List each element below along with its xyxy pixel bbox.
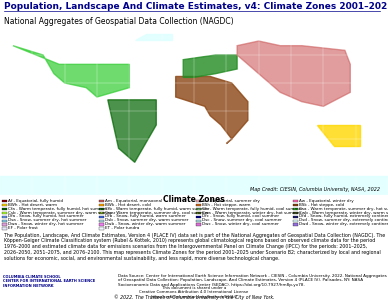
- Bar: [2, 216, 7, 218]
- Text: Dfa - Snow, fully humid, hot summer: Dfa - Snow, fully humid, hot summer: [8, 214, 84, 218]
- Polygon shape: [237, 41, 350, 106]
- Bar: [99, 212, 104, 214]
- Text: Dsc - Snow, summer dry, cool summer: Dsc - Snow, summer dry, cool summer: [202, 218, 282, 222]
- Text: Dwc - Snow, winter dry, cool summer: Dwc - Snow, winter dry, cool summer: [202, 222, 279, 226]
- Polygon shape: [108, 100, 156, 162]
- Text: BWh - Hot desert, warm: BWh - Hot desert, warm: [8, 202, 57, 207]
- Polygon shape: [317, 125, 360, 146]
- Bar: [2, 208, 7, 210]
- Text: COLUMBIA CLIMATE SCHOOL
CENTER FOR INTERNATIONAL EARTH SCIENCE
INFORMATION NETWO: COLUMBIA CLIMATE SCHOOL CENTER FOR INTER…: [3, 274, 95, 288]
- Bar: [99, 227, 104, 230]
- Bar: [293, 220, 298, 222]
- Text: Data Source: Center for International Earth Science Information Network - CIESIN: Data Source: Center for International Ea…: [118, 274, 387, 287]
- Text: BSk - Hot steppe, cold: BSk - Hot steppe, cold: [299, 202, 344, 207]
- Text: This document is shared under a
Creative Commons Attribution 4.0 International L: This document is shared under a Creative…: [139, 286, 249, 299]
- Text: Dfb - Snow, fully humid, warm summer: Dfb - Snow, fully humid, warm summer: [105, 214, 186, 218]
- Text: Dwa - Snow, winter dry, hot summer: Dwa - Snow, winter dry, hot summer: [8, 222, 84, 226]
- Text: Dfc - Snow, fully humid, cool summer: Dfc - Snow, fully humid, cool summer: [202, 214, 279, 218]
- Bar: [99, 204, 104, 206]
- Text: EF - Polar frost: EF - Polar frost: [8, 226, 38, 230]
- Text: Population, Landscape And Climate Estimates, v4: Climate Zones 2001–2025, Scenar: Population, Landscape And Climate Estima…: [4, 2, 388, 11]
- Bar: [196, 200, 201, 202]
- Bar: [196, 208, 201, 210]
- Text: © 2022. The Trustees of Columbia University in the City of New York.: © 2022. The Trustees of Columbia Univers…: [114, 294, 274, 300]
- Text: Cfb - Warm temperate, fully humid, warm summer: Cfb - Warm temperate, fully humid, warm …: [105, 207, 210, 211]
- Bar: [99, 224, 104, 226]
- Text: Cfc - Warm temperate, fully humid, cool summer: Cfc - Warm temperate, fully humid, cool …: [202, 207, 303, 211]
- Polygon shape: [135, 34, 172, 40]
- Text: Dsb - Snow, summer dry, warm summer: Dsb - Snow, summer dry, warm summer: [105, 218, 189, 222]
- Text: The Population, Landscape, And Climate Estimates, Version 4 (PLACE IV) data set : The Population, Landscape, And Climate E…: [4, 232, 385, 261]
- Polygon shape: [0, 176, 388, 195]
- Bar: [293, 224, 298, 226]
- Bar: [196, 216, 201, 218]
- Polygon shape: [13, 46, 129, 97]
- Bar: [293, 212, 298, 214]
- Bar: [2, 212, 7, 214]
- Text: Climate Zones: Climate Zones: [163, 195, 225, 204]
- Text: Dwd - Snow, winter dry, extremely continental: Dwd - Snow, winter dry, extremely contin…: [299, 222, 388, 226]
- Bar: [2, 200, 7, 202]
- Text: BSh - Hot steppe, warm: BSh - Hot steppe, warm: [202, 202, 251, 207]
- Text: Af - Equatorial, fully humid: Af - Equatorial, fully humid: [8, 199, 63, 203]
- Text: Dsd - Snow, summer dry, extremely continental: Dsd - Snow, summer dry, extremely contin…: [299, 218, 388, 222]
- Bar: [2, 220, 7, 222]
- Text: Cwa - Warm temperate, winter dry, hot summer: Cwa - Warm temperate, winter dry, hot su…: [202, 211, 301, 214]
- Text: As - Equatorial, summer dry: As - Equatorial, summer dry: [202, 199, 260, 203]
- Text: National Aggregates of Geospatial Data Collection (NAGDC): National Aggregates of Geospatial Data C…: [4, 17, 234, 26]
- Bar: [196, 224, 201, 226]
- Text: Csa - Warm temperate, summer dry, hot summer: Csa - Warm temperate, summer dry, hot su…: [299, 207, 388, 211]
- Text: Dsa - Snow, summer dry, hot summer: Dsa - Snow, summer dry, hot summer: [8, 218, 87, 222]
- Bar: [196, 212, 201, 214]
- Bar: [99, 200, 104, 202]
- Bar: [2, 227, 7, 230]
- Text: Map Credit: CIESIN, Columbia University, NASA, 2022: Map Credit: CIESIN, Columbia University,…: [250, 187, 380, 192]
- Text: BWk - Hot desert, cold: BWk - Hot desert, cold: [105, 202, 151, 207]
- Bar: [293, 204, 298, 206]
- Bar: [293, 200, 298, 202]
- Text: Csb - Warm temperate, summer dry, warm summer: Csb - Warm temperate, summer dry, warm s…: [8, 211, 115, 214]
- Bar: [293, 208, 298, 210]
- Text: ET - Polar tundra: ET - Polar tundra: [105, 226, 140, 230]
- Bar: [99, 208, 104, 210]
- Bar: [99, 220, 104, 222]
- Text: Aw - Equatorial, winter dry: Aw - Equatorial, winter dry: [299, 199, 354, 203]
- Bar: [196, 220, 201, 222]
- Bar: [2, 224, 7, 226]
- Text: Dfd - Snow, fully humid, extremely continental: Dfd - Snow, fully humid, extremely conti…: [299, 214, 388, 218]
- Text: Am - Equatorial, monsoonal: Am - Equatorial, monsoonal: [105, 199, 162, 203]
- Text: Csc - Warm temperate, summer dry, cool summer: Csc - Warm temperate, summer dry, cool s…: [105, 211, 209, 214]
- Bar: [196, 204, 201, 206]
- Text: Cwb - Warm temperate, winter dry, warm summer: Cwb - Warm temperate, winter dry, warm s…: [299, 211, 388, 214]
- Polygon shape: [176, 76, 248, 144]
- Bar: [99, 216, 104, 218]
- Bar: [2, 204, 7, 206]
- Text: Cfa - Warm temperate, fully humid, hot summer: Cfa - Warm temperate, fully humid, hot s…: [8, 207, 107, 211]
- Bar: [293, 216, 298, 218]
- Text: Dwb - Snow, winter dry, warm summer: Dwb - Snow, winter dry, warm summer: [105, 222, 185, 226]
- Polygon shape: [183, 55, 237, 77]
